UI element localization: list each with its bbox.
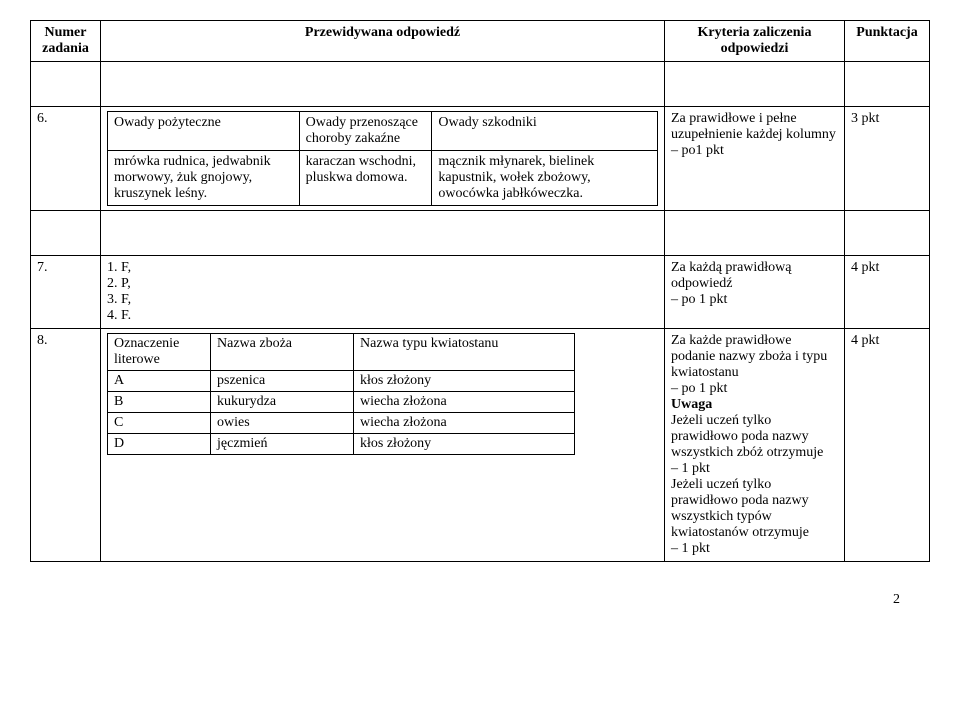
task-points: 4 pkt bbox=[845, 329, 930, 562]
task8-r3a: D bbox=[108, 434, 211, 455]
task-answer: Oznaczenie literowe Nazwa zboża Nazwa ty… bbox=[101, 329, 665, 562]
task-num: 6. bbox=[31, 107, 101, 211]
task6-c1: mrówka rudnica, jedwabnik morwowy, żuk g… bbox=[108, 151, 300, 206]
header-num: Numer zadania bbox=[31, 21, 101, 62]
task8-r0b: pszenica bbox=[211, 371, 354, 392]
task8-h3: Nazwa typu kwiatostanu bbox=[354, 334, 575, 371]
spacer-row bbox=[31, 62, 930, 107]
task6-h2: Owady przenoszące choroby zakaźne bbox=[299, 112, 432, 151]
task8-r1c: wiecha złożona bbox=[354, 392, 575, 413]
task-answer: 1. F, 2. P, 3. F, 4. F. bbox=[101, 256, 665, 329]
task6-c2: karaczan wschodni, pluskwa domowa. bbox=[299, 151, 432, 206]
task8-inner-table: Oznaczenie literowe Nazwa zboża Nazwa ty… bbox=[107, 333, 575, 455]
task8-r0c: kłos złożony bbox=[354, 371, 575, 392]
task-row-8: 8. Oznaczenie literowe Nazwa zboża Nazwa… bbox=[31, 329, 930, 562]
task6-inner-table: Owady pożyteczne Owady przenoszące choro… bbox=[107, 111, 658, 206]
task8-r2b: owies bbox=[211, 413, 354, 434]
task6-c3: mącznik młynarek, bielinek kapustnik, wo… bbox=[432, 151, 658, 206]
task8-h1: Oznaczenie literowe bbox=[108, 334, 211, 371]
task-criteria: Za każde prawidłowe podanie nazwy zboża … bbox=[665, 329, 845, 562]
task8-r3c: kłos złożony bbox=[354, 434, 575, 455]
task-num: 8. bbox=[31, 329, 101, 562]
task8-r1a: B bbox=[108, 392, 211, 413]
task6-h1: Owady pożyteczne bbox=[108, 112, 300, 151]
header-criteria: Kryteria zaliczenia odpowiedzi bbox=[665, 21, 845, 62]
header-points: Punktacja bbox=[845, 21, 930, 62]
task-criteria: Za każdą prawidłową odpowiedź – po 1 pkt bbox=[665, 256, 845, 329]
task8-r1b: kukurydza bbox=[211, 392, 354, 413]
header-row: Numer zadania Przewidywana odpowiedź Kry… bbox=[31, 21, 930, 62]
page-number: 2 bbox=[30, 592, 930, 608]
task8-r3b: jęczmień bbox=[211, 434, 354, 455]
task-points: 3 pkt bbox=[845, 107, 930, 211]
task8-h2: Nazwa zboża bbox=[211, 334, 354, 371]
task-num: 7. bbox=[31, 256, 101, 329]
task6-h3: Owady szkodniki bbox=[432, 112, 658, 151]
header-answer: Przewidywana odpowiedź bbox=[101, 21, 665, 62]
task-row-7: 7. 1. F, 2. P, 3. F, 4. F. Za każdą praw… bbox=[31, 256, 930, 329]
task8-r2c: wiecha złożona bbox=[354, 413, 575, 434]
task-points: 4 pkt bbox=[845, 256, 930, 329]
task8-r0a: A bbox=[108, 371, 211, 392]
task-row-6: 6. Owady pożyteczne Owady przenoszące ch… bbox=[31, 107, 930, 211]
task8-r2a: C bbox=[108, 413, 211, 434]
spacer-row bbox=[31, 211, 930, 256]
answer-key-table: Numer zadania Przewidywana odpowiedź Kry… bbox=[30, 20, 930, 562]
task-answer: Owady pożyteczne Owady przenoszące choro… bbox=[101, 107, 665, 211]
task-criteria: Za prawidłowe i pełne uzupełnienie każde… bbox=[665, 107, 845, 211]
